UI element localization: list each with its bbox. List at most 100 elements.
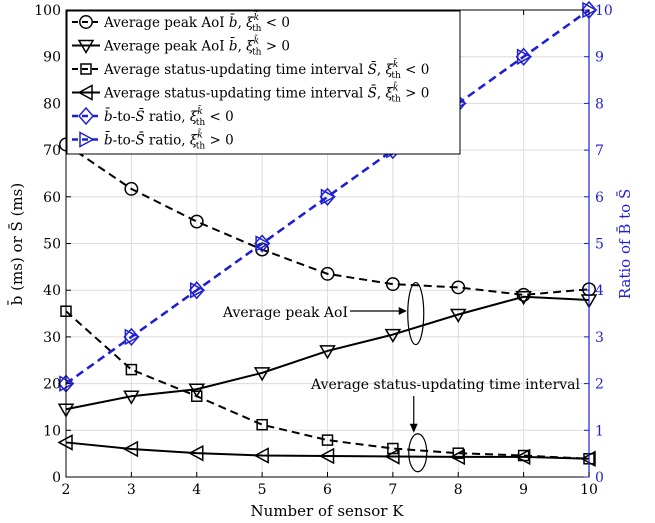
legend-text-part: b̄ bbox=[229, 14, 238, 31]
legend-entry-text: b̄-to-S̄ ratio, ξk̃ th > 0 bbox=[104, 128, 234, 152]
y-left-tick-label: 50 bbox=[43, 237, 61, 253]
y-left-tick-label: 10 bbox=[43, 423, 61, 439]
annotation-ellipse bbox=[407, 281, 425, 346]
series-line-3 bbox=[65, 441, 590, 460]
x-tick-label: 6 bbox=[323, 482, 332, 498]
legend-text-part: , bbox=[377, 62, 386, 78]
data-point-triangle-down bbox=[515, 290, 532, 306]
data-point-square bbox=[191, 390, 203, 402]
y-left-tick-label: 100 bbox=[34, 3, 61, 19]
y-right-tick-label: 10 bbox=[595, 3, 613, 19]
legend-text-part: ratio, bbox=[145, 133, 190, 149]
legend-text-part: < 0 bbox=[205, 109, 233, 125]
y-left-tick-label: 0 bbox=[52, 470, 61, 486]
legend-entry-text: Average status-updating time interval S̄… bbox=[103, 57, 429, 81]
legend-marker-circle bbox=[79, 15, 93, 29]
legend-text-part: , bbox=[377, 86, 386, 102]
legend-text-part: th bbox=[391, 71, 401, 81]
data-point-square bbox=[321, 434, 334, 446]
legend-text-part: ratio, bbox=[145, 109, 190, 125]
x-tick-label: 8 bbox=[454, 482, 463, 498]
legend-text-part: Average peak AoI bbox=[103, 15, 229, 31]
data-point-triangle-left bbox=[318, 447, 335, 465]
y-left-tick-label: 30 bbox=[43, 330, 61, 346]
series-line-1 bbox=[65, 295, 590, 411]
legend-text-part: b̄ bbox=[229, 38, 238, 55]
legend-text-part: ξ bbox=[190, 133, 198, 149]
data-point-circle bbox=[189, 214, 204, 229]
series-line-2 bbox=[65, 310, 590, 460]
data-point-circle bbox=[516, 287, 531, 302]
legend-text-part: k̃ bbox=[254, 10, 259, 23]
legend-text-part: ξ bbox=[246, 15, 254, 31]
x-axis-label: Number of sensor K bbox=[251, 502, 405, 520]
legend-text-part: th bbox=[252, 48, 262, 58]
series-line-5 bbox=[65, 9, 590, 385]
legend-text-part: Average peak AoI bbox=[103, 39, 229, 55]
data-point-triangle-down bbox=[384, 328, 402, 344]
y-left-tick-label: 60 bbox=[43, 190, 61, 206]
y-right-tick-label: 5 bbox=[595, 237, 604, 253]
data-point-diamond bbox=[515, 47, 532, 66]
legend-text-part: < 0 bbox=[401, 62, 429, 78]
legend-text-part: S̄ bbox=[368, 85, 377, 101]
y-axis-label-left: b̄ (ms) or S̄ (ms) bbox=[8, 183, 26, 305]
data-point-triangle-down bbox=[188, 383, 206, 398]
data-point-circle bbox=[385, 277, 400, 292]
y-right-tick-label: 6 bbox=[595, 190, 604, 206]
legend-text-part: S̄ bbox=[135, 132, 144, 148]
y-right-tick-label: 4 bbox=[595, 283, 604, 299]
data-point-triangle-right bbox=[516, 48, 533, 65]
data-point-diamond bbox=[254, 234, 271, 253]
y-right-tick-label: 2 bbox=[595, 377, 604, 393]
data-point-square bbox=[452, 447, 464, 459]
y-right-tick-label: 3 bbox=[595, 330, 604, 346]
data-point-circle bbox=[124, 181, 139, 196]
data-point-triangle-right bbox=[124, 328, 140, 346]
arrow-head bbox=[398, 307, 407, 315]
legend-entry-text: Average peak AoI b̄, ξk̃ th > 0 bbox=[103, 34, 290, 58]
data-point-triangle-left bbox=[515, 448, 531, 466]
x-tick-label: 5 bbox=[258, 482, 267, 498]
y-left-tick-label: 20 bbox=[43, 377, 61, 393]
data-point-triangle-left bbox=[449, 448, 465, 466]
legend-text-part: ξ bbox=[385, 86, 393, 102]
data-point-triangle-left bbox=[122, 440, 139, 458]
data-point-triangle-left bbox=[253, 447, 269, 464]
legend-text-part: S̄ bbox=[368, 62, 377, 78]
data-point-diamond bbox=[188, 281, 205, 300]
data-point-square bbox=[256, 418, 268, 431]
data-point-circle bbox=[320, 266, 335, 281]
y-right-tick-label: 1 bbox=[595, 423, 604, 439]
legend-text-part: Average status-updating time interval bbox=[103, 62, 368, 78]
legend-text-part: , bbox=[238, 39, 247, 55]
x-tick-label: 9 bbox=[519, 482, 528, 498]
legend-text-part: k̃ bbox=[197, 104, 202, 117]
data-point-triangle-down bbox=[253, 367, 271, 382]
legend-text-part: > 0 bbox=[261, 39, 289, 55]
x-tick-label: 10 bbox=[580, 482, 598, 498]
ticks-layer: 2 3 4 5 6 7 8 9 10010203040506070809010001234567… bbox=[34, 3, 613, 498]
y-right-tick-label: 9 bbox=[595, 50, 604, 66]
data-point-triangle-right bbox=[190, 281, 206, 299]
legend-text-part: S̄ bbox=[135, 109, 144, 125]
legend-text-part: Average status-updating time interval bbox=[103, 86, 368, 102]
x-tick-label: 3 bbox=[127, 482, 136, 498]
data-point-square bbox=[125, 363, 138, 376]
legend-marker-diamond bbox=[78, 106, 94, 126]
legend-marker-triangle-left bbox=[77, 84, 93, 101]
series-layer bbox=[57, 0, 598, 468]
y-right-tick-label: 7 bbox=[595, 143, 604, 159]
data-point-triangle-left bbox=[384, 448, 400, 465]
data-point-triangle-down bbox=[123, 390, 140, 405]
y-right-tick-label: 8 bbox=[595, 96, 604, 112]
legend-text-part: < 0 bbox=[261, 15, 289, 31]
legend-text-part: > 0 bbox=[401, 86, 429, 102]
legend-text-part: th bbox=[196, 142, 206, 152]
legend-text-part: th bbox=[252, 24, 262, 34]
annotation-ellipse bbox=[408, 433, 428, 473]
data-point-triangle-down bbox=[449, 308, 467, 323]
x-tick-label: 4 bbox=[192, 482, 201, 498]
y-right-tick-label: 0 bbox=[595, 470, 604, 486]
